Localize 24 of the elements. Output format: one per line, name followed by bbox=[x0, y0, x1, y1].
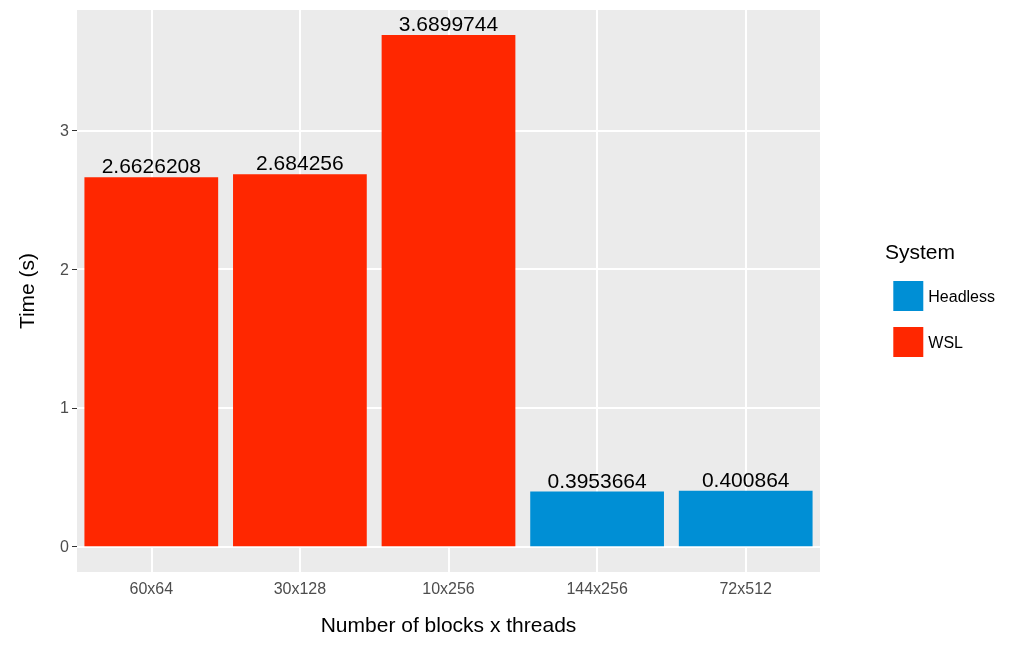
legend-label: WSL bbox=[928, 333, 964, 351]
x-tick-label: 72x512 bbox=[719, 579, 773, 597]
y-axis-title: Time (s) bbox=[15, 252, 38, 330]
data-label: 0.3953664 bbox=[547, 468, 648, 492]
bar bbox=[233, 174, 367, 547]
x-tick-label: 30x128 bbox=[273, 579, 327, 597]
data-label: 0.400864 bbox=[701, 467, 790, 491]
data-label: 2.6626208 bbox=[101, 154, 201, 178]
bar bbox=[678, 490, 813, 547]
x-axis-title: Number of blocks x threads bbox=[320, 613, 577, 636]
x-tick-label: 60x64 bbox=[129, 579, 174, 597]
legend-title: System bbox=[884, 240, 955, 263]
data-label: 2.684256 bbox=[256, 151, 344, 175]
y-tick-label: 0 bbox=[60, 537, 70, 555]
y-tick-label: 1 bbox=[60, 399, 70, 417]
y-tick-label: 2 bbox=[60, 260, 70, 278]
bar bbox=[84, 177, 219, 547]
y-tick-label: 3 bbox=[60, 122, 70, 140]
x-tick-label: 10x256 bbox=[422, 579, 475, 597]
data-label: 3.6899744 bbox=[398, 11, 499, 35]
x-tick-label: 144x256 bbox=[566, 579, 628, 597]
bar bbox=[530, 491, 664, 547]
legend-label: Headless bbox=[928, 287, 995, 305]
bar bbox=[381, 34, 516, 547]
